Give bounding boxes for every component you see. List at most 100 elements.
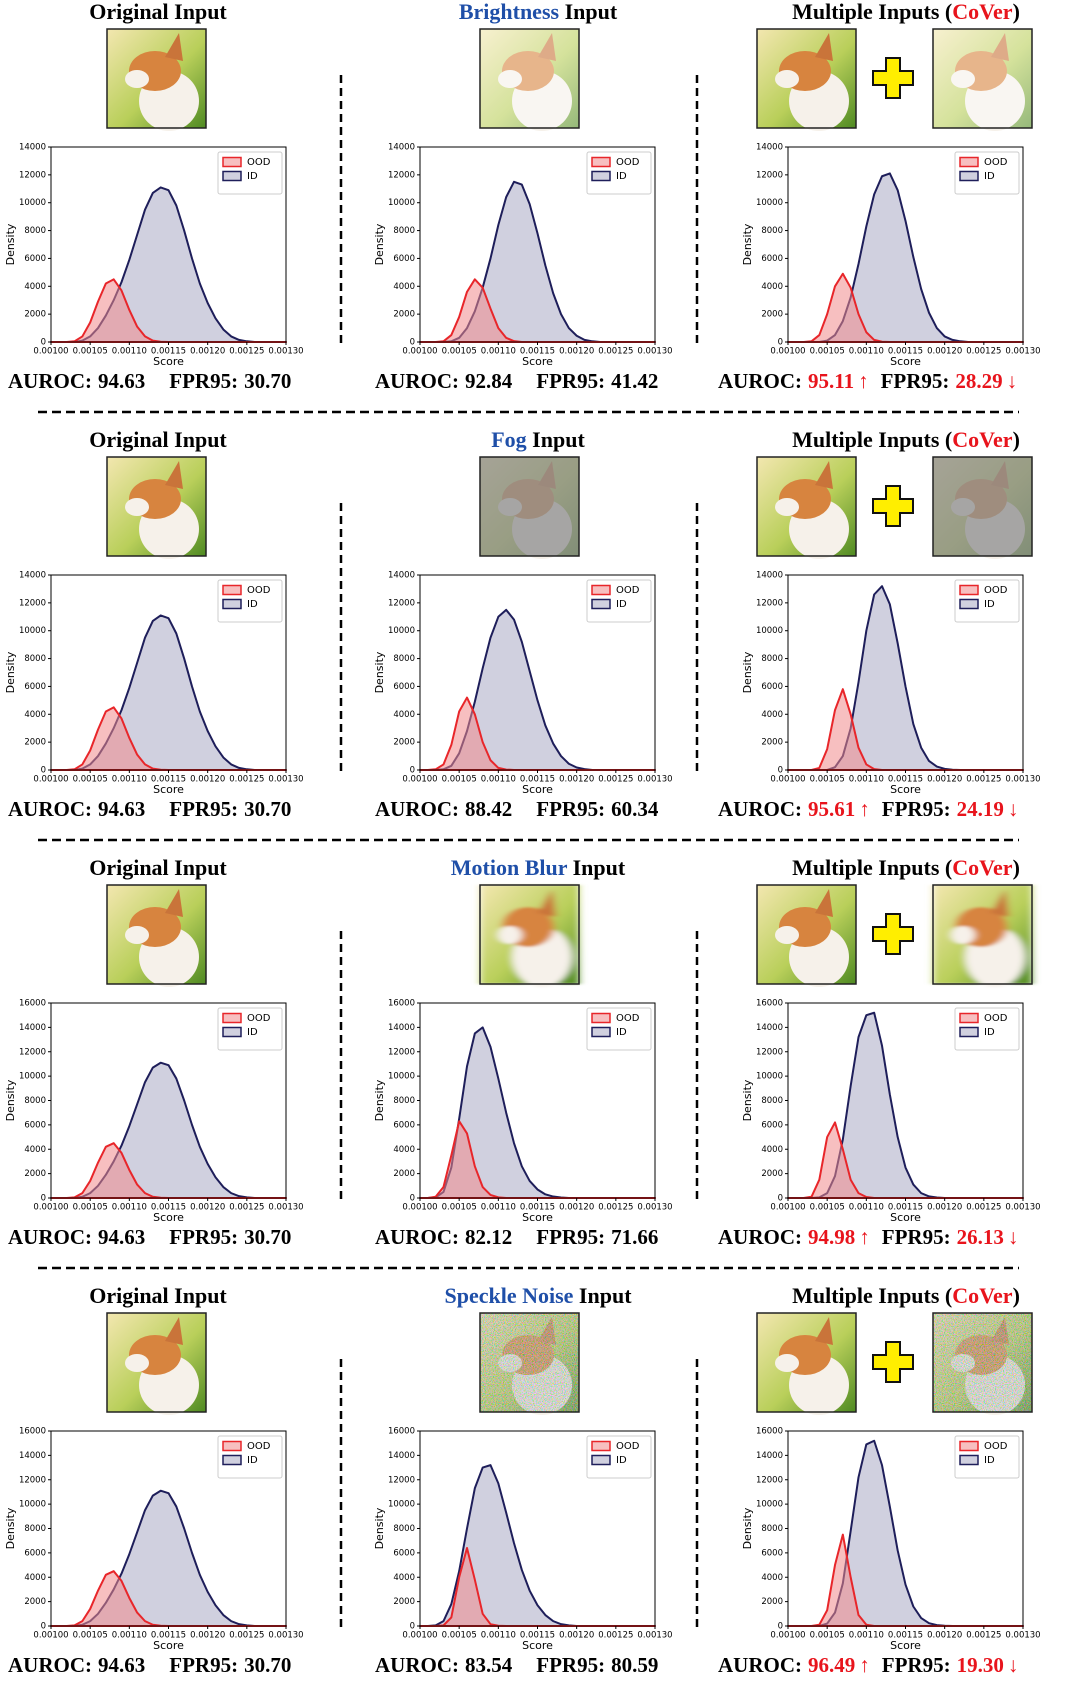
plus-sign <box>872 913 914 955</box>
image-frame <box>106 884 207 985</box>
metrics: AUROC: 88.42 FPR95: 60.34 <box>375 797 659 821</box>
image-frame <box>106 1312 207 1413</box>
dog-ear <box>538 889 556 917</box>
image-frame <box>932 1312 1033 1413</box>
x-tick-label: 0.00125 <box>229 347 264 357</box>
y-tick-label: 4000 <box>761 710 783 720</box>
metrics: AUROC: 82.12 FPR95: 71.66 <box>375 1225 658 1249</box>
y-tick-label: 12000 <box>388 1047 415 1057</box>
y-tick-label: 8000 <box>393 1524 415 1534</box>
dog-muzzle <box>775 70 799 88</box>
y-tick-label: 8000 <box>761 1096 783 1106</box>
y-tick-label: 6000 <box>761 1548 783 1558</box>
legend-label: OOD <box>247 1441 271 1452</box>
dog-ear <box>165 1317 183 1345</box>
image-frame <box>756 884 857 985</box>
y-tick-label: 6000 <box>24 254 46 264</box>
x-tick-label: 0.00125 <box>598 347 633 357</box>
y-tick-label: 10000 <box>756 198 783 208</box>
y-tick-label: 4000 <box>393 282 415 292</box>
dog-ear <box>815 461 833 489</box>
title-part: Original Input <box>89 0 227 24</box>
plus-sign <box>872 485 914 527</box>
x-tick-label: 0.00100 <box>33 1203 68 1213</box>
metric-value: 26.13 <box>957 1225 1004 1249</box>
y-tick-label: 4000 <box>24 1573 46 1583</box>
x-tick-label: 0.00125 <box>966 775 1001 785</box>
y-tick-label: 8000 <box>24 1096 46 1106</box>
x-tick-label: 0.00120 <box>927 1631 962 1641</box>
image-content <box>933 885 1032 987</box>
metrics: AUROC: 94.98 ↑ FPR95: 26.13 ↓ <box>718 1225 1018 1249</box>
y-tick-label: 16000 <box>19 1427 46 1437</box>
y-tick-label: 10000 <box>19 626 46 636</box>
metric-arrow: ↓ <box>1008 1225 1019 1249</box>
title-part: ) <box>1013 1283 1020 1308</box>
x-tick-label: 0.00120 <box>559 775 594 785</box>
metric-arrow: ↑ <box>859 797 870 821</box>
y-tick-label: 8000 <box>24 226 46 236</box>
metric-label: FPR95: <box>169 797 238 821</box>
metrics: AUROC: 94.63 FPR95: 30.70 <box>8 1225 291 1249</box>
title-part: Multiple Inputs ( <box>792 1283 952 1308</box>
y-tick-label: 0 <box>410 1194 415 1204</box>
metric-value: 94.63 <box>98 1225 145 1249</box>
x-tick-label: 0.00110 <box>481 775 516 785</box>
legend-swatch <box>959 1026 979 1038</box>
x-tick-label: 0.00120 <box>190 1203 225 1213</box>
x-tick-label: 0.00120 <box>190 775 225 785</box>
x-tick-label: 0.00130 <box>637 347 672 357</box>
image-frame <box>479 1312 580 1413</box>
x-tick-label: 0.00115 <box>520 775 555 785</box>
title-part: ) <box>1013 427 1020 452</box>
x-tick-label: 0.00105 <box>810 1203 845 1213</box>
y-axis-label: Density <box>4 1507 17 1549</box>
legend-swatch <box>959 170 979 182</box>
y-tick-label: 10000 <box>756 1072 783 1082</box>
image-frame <box>106 456 207 557</box>
y-tick-label: 4000 <box>393 1573 415 1583</box>
metrics: AUROC: 94.63 FPR95: 30.70 <box>8 369 291 393</box>
metric-label: FPR95: <box>881 369 950 393</box>
y-tick-label: 6000 <box>393 1120 415 1130</box>
y-axis-label: Density <box>373 223 386 265</box>
metric-value: 71.66 <box>611 1225 658 1249</box>
title-part: Multiple Inputs ( <box>792 0 952 24</box>
y-tick-label: 2000 <box>761 738 783 748</box>
legend-label: ID <box>616 599 627 610</box>
y-tick-label: 10000 <box>19 198 46 208</box>
dog-muzzle <box>775 926 799 944</box>
image-frame <box>479 28 580 129</box>
image-content <box>480 885 579 987</box>
plus-sign <box>872 57 914 99</box>
image-frame <box>932 884 1033 985</box>
legend-swatch <box>959 1440 979 1452</box>
metric-label: FPR95: <box>169 1653 238 1677</box>
y-tick-label: 0 <box>778 338 783 348</box>
y-tick-label: 16000 <box>388 999 415 1009</box>
input-image <box>479 456 580 559</box>
dog-ear <box>165 33 183 61</box>
y-tick-label: 4000 <box>24 282 46 292</box>
metric-value: 28.29 <box>955 369 1002 393</box>
legend-label: OOD <box>616 157 640 168</box>
x-axis-label: Score <box>522 355 553 368</box>
y-tick-label: 6000 <box>761 254 783 264</box>
x-tick-label: 0.00130 <box>1005 775 1040 785</box>
dog-muzzle <box>951 70 975 88</box>
metric-value: 30.70 <box>244 1225 291 1249</box>
x-tick-label: 0.00115 <box>151 775 186 785</box>
x-axis-label: Score <box>153 355 184 368</box>
legend-swatch <box>591 170 611 182</box>
metric-label: AUROC: <box>8 1653 92 1677</box>
dog-muzzle <box>125 498 149 516</box>
legend-label: ID <box>247 1027 258 1038</box>
x-axis-label: Score <box>153 1211 184 1224</box>
metric-value: 60.34 <box>611 797 659 821</box>
legend-label: OOD <box>247 1013 271 1024</box>
input-image <box>106 456 207 559</box>
y-tick-label: 12000 <box>756 1047 783 1057</box>
title-part: Original Input <box>89 1283 227 1308</box>
panel-title: Motion Blur Input <box>451 855 626 880</box>
